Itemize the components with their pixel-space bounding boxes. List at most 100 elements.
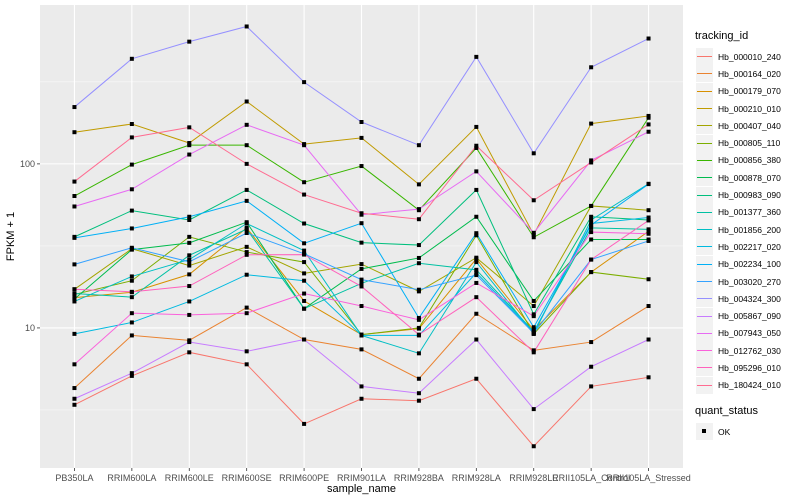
legend-label: OK xyxy=(718,426,731,437)
data-point xyxy=(359,135,364,140)
data-point xyxy=(531,407,536,412)
legend-item: Hb_000878_070 xyxy=(690,169,800,187)
data-point xyxy=(129,187,134,192)
legend-label: Hb_002217_020 xyxy=(718,241,781,252)
data-point xyxy=(129,56,134,61)
data-point xyxy=(646,182,651,187)
data-point xyxy=(129,311,134,316)
legend-label: Hb_012762_030 xyxy=(718,345,781,356)
data-point xyxy=(646,375,651,380)
legend-item: Hb_000805_110 xyxy=(690,134,800,152)
legend-item: Hb_000210_010 xyxy=(690,100,800,118)
data-point xyxy=(359,277,364,282)
legend-item: Hb_003020_270 xyxy=(690,273,800,290)
data-point xyxy=(474,311,479,316)
data-point xyxy=(302,421,307,426)
data-point xyxy=(589,203,594,208)
data-point xyxy=(129,371,134,376)
line-key-icon xyxy=(696,307,713,325)
legend-item: Hb_007943_050 xyxy=(690,324,800,342)
data-point xyxy=(244,244,249,249)
legend-label: Hb_001377_360 xyxy=(718,207,781,218)
data-point xyxy=(531,314,536,319)
data-point xyxy=(72,291,77,296)
data-point xyxy=(589,65,594,70)
data-point xyxy=(474,54,479,59)
data-point xyxy=(589,217,594,222)
data-point xyxy=(244,227,249,232)
data-point xyxy=(359,396,364,401)
legend-label: Hb_095296_010 xyxy=(718,362,781,373)
data-point xyxy=(72,402,77,407)
data-point xyxy=(244,161,249,166)
data-point xyxy=(474,145,479,150)
legend-label: Hb_003020_270 xyxy=(718,276,781,287)
data-point xyxy=(646,227,651,232)
line-key-icon xyxy=(696,342,713,360)
data-point xyxy=(359,284,364,289)
data-point xyxy=(474,214,479,219)
data-point xyxy=(359,347,364,352)
legend-tracking-id: tracking_id Hb_000010_240 Hb_000164_020 Hb… xyxy=(690,30,800,394)
legend-item: Hb_001856_200 xyxy=(690,221,800,239)
data-point xyxy=(187,350,192,355)
data-point xyxy=(72,386,77,391)
data-point xyxy=(72,362,77,367)
data-point xyxy=(359,281,364,286)
legend-label: Hb_001856_200 xyxy=(718,224,781,235)
data-point xyxy=(187,143,192,148)
data-point xyxy=(474,267,479,272)
data-point xyxy=(589,121,594,126)
data-point xyxy=(531,198,536,203)
data-point xyxy=(416,317,421,322)
data-point xyxy=(187,340,192,345)
data-point xyxy=(129,320,134,325)
data-point xyxy=(589,158,594,163)
data-point xyxy=(244,272,249,277)
data-point xyxy=(416,143,421,148)
data-point xyxy=(187,141,192,146)
x-tick-label: RRIM600LA xyxy=(107,473,156,483)
data-point xyxy=(302,271,307,276)
data-point xyxy=(416,217,421,222)
data-point xyxy=(129,295,134,300)
data-point xyxy=(129,162,134,167)
data-point xyxy=(72,179,77,184)
data-point xyxy=(72,396,77,401)
data-point xyxy=(244,122,249,127)
data-point xyxy=(589,223,594,228)
line-key-icon xyxy=(696,203,713,221)
data-point xyxy=(302,180,307,185)
data-point xyxy=(589,364,594,369)
data-point xyxy=(646,231,651,236)
legend-label: Hb_002234_100 xyxy=(718,259,781,270)
legend-label: Hb_180424_010 xyxy=(718,380,781,391)
data-point xyxy=(589,257,594,262)
data-point xyxy=(244,252,249,257)
data-point xyxy=(646,238,651,243)
data-point xyxy=(416,332,421,337)
data-point xyxy=(129,289,134,294)
legend-item: Hb_000983_090 xyxy=(690,186,800,204)
data-point xyxy=(187,240,192,245)
legend-item: Hb_004324_300 xyxy=(690,290,800,308)
data-point xyxy=(531,444,536,449)
data-point xyxy=(359,333,364,338)
line-key-icon xyxy=(696,255,713,273)
y-axis-title: FPKM + 1 xyxy=(5,212,17,261)
data-point xyxy=(416,287,421,292)
data-point xyxy=(531,331,536,336)
data-point xyxy=(416,398,421,403)
legend-label: Hb_000407_040 xyxy=(718,120,781,131)
data-point xyxy=(244,143,249,148)
data-point xyxy=(72,235,77,240)
x-tick-label: RRIM600LE xyxy=(165,473,214,483)
data-point xyxy=(589,230,594,235)
data-point xyxy=(474,255,479,260)
x-axis-title: sample_name xyxy=(327,483,396,495)
data-point xyxy=(474,295,479,300)
data-point xyxy=(416,243,421,248)
data-point xyxy=(72,262,77,267)
data-point xyxy=(646,215,651,220)
